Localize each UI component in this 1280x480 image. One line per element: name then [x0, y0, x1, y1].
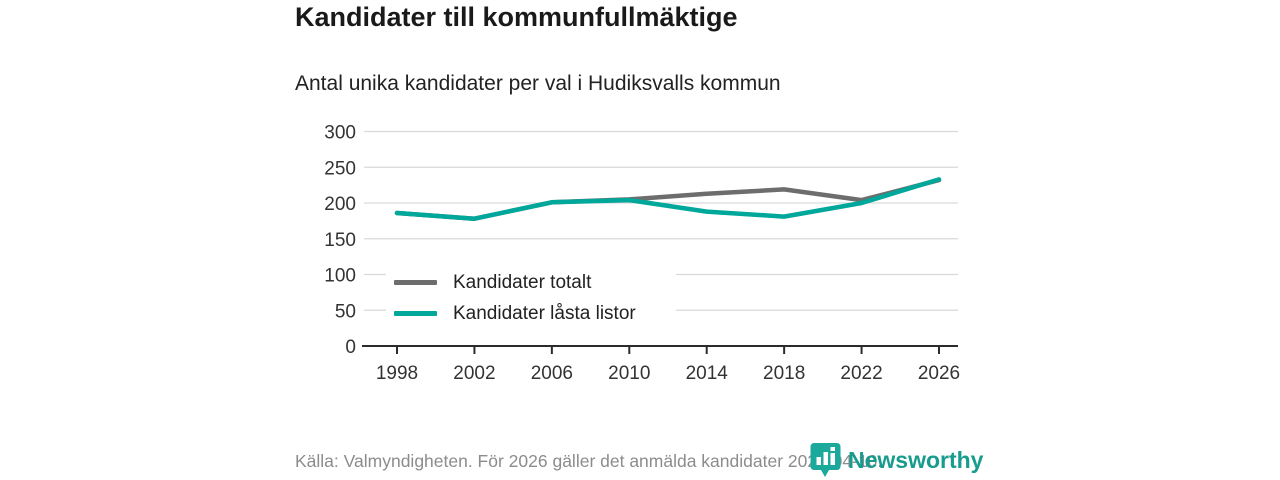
legend-item-totalt: Kandidater totalt	[394, 267, 676, 298]
y-axis-label: 50	[335, 301, 356, 322]
series-line-0	[394, 177, 942, 221]
x-axis-label: 2018	[763, 363, 805, 384]
y-axis-label: 100	[324, 266, 356, 287]
x-axis-label: 2014	[686, 363, 729, 384]
page-title: Kandidater till kommunfullmäktige	[295, 2, 738, 32]
y-axis-label: 0	[345, 337, 356, 358]
page-subtitle: Antal unika kandidater per val i Hudiksv…	[295, 72, 781, 95]
chart-legend: Kandidater totalt Kandidater låsta listo…	[386, 265, 676, 333]
legend-item-lasta-listor: Kandidater låsta listor	[394, 298, 676, 329]
chart-canvas: 0 50 100 150 200 250 300 1998 2002 2006 2010 2014 20…	[324, 123, 960, 385]
line-chart: 0 50 100 150 200 250 300 1998 2002 2006 2010 2014 20…	[300, 118, 990, 408]
y-axis-label: 150	[324, 230, 356, 251]
legend-label-totalt: Kandidater totalt	[453, 271, 592, 293]
y-axis-label: 250	[324, 158, 356, 179]
x-axis-label: 2006	[531, 363, 573, 384]
bar-chart-speech-bubble-icon	[810, 443, 841, 477]
legend-label-lasta-listor: Kandidater låsta listor	[453, 302, 636, 324]
series-line-1	[394, 177, 942, 221]
source-note: Källa: Valmyndigheten. För 2026 gäller d…	[295, 451, 883, 471]
x-axis-label: 1998	[376, 363, 418, 384]
x-axis-label: 2026	[918, 363, 960, 384]
y-axis-label: 200	[324, 194, 356, 215]
x-axis-label: 2002	[453, 363, 495, 384]
x-axis-label: 2022	[840, 363, 882, 384]
legend-swatch-totalt	[394, 280, 437, 285]
legend-swatch-lasta-listor	[394, 311, 437, 316]
newsworthy-wordmark: Newsworthy	[848, 446, 984, 473]
newsworthy-logo: Newsworthy	[810, 442, 983, 478]
x-axis-label: 2010	[608, 363, 650, 384]
y-axis-label: 300	[324, 123, 356, 144]
